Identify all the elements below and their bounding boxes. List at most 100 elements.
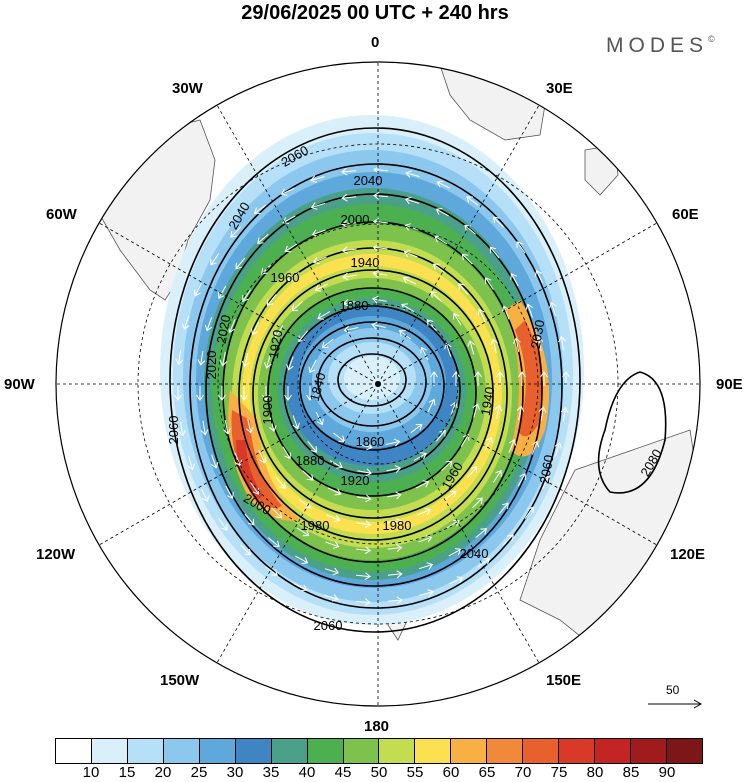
wind-vector [264, 354, 272, 369]
wind-vector [329, 460, 343, 469]
modes-logo: MODES© [606, 34, 715, 57]
wind-vector [458, 283, 469, 295]
wind-vector [282, 446, 291, 460]
wind-vector [341, 246, 357, 255]
wind-vector [493, 216, 504, 228]
wind-vector [432, 263, 445, 273]
wind-vector [484, 436, 493, 451]
colorbar-tick-label: 65 [478, 764, 496, 781]
wind-vector [535, 336, 544, 352]
lon-label-30w: 30W [172, 80, 203, 97]
wind-vector [274, 325, 284, 339]
colorbar-swatch [523, 739, 560, 763]
wind-vector [426, 319, 437, 332]
wind-reference-arrow [648, 699, 703, 709]
wind-vector [516, 405, 525, 421]
wind-speed-shading [160, 115, 584, 625]
wind-vector [475, 528, 488, 538]
wind-vector [193, 282, 202, 297]
wind-vector [258, 449, 267, 464]
wind-vector [342, 299, 358, 307]
lon-label-60w: 60W [46, 206, 77, 223]
wind-vector [241, 352, 250, 368]
wind-vector [427, 398, 436, 413]
wind-vector [355, 598, 371, 607]
contour-label: 1920 [341, 473, 370, 488]
colorbar-tick-label: 75 [550, 764, 568, 781]
colorbar-labels: 10 15 20 25 30 35 40 45 50 55 60 65 70 75 80 85 90 [0, 764, 750, 782]
colorbar-tick-label: 40 [298, 764, 316, 781]
contour-label: 2000 [341, 212, 370, 227]
wind-vector [410, 423, 423, 434]
wind-vector [174, 386, 182, 401]
wind-vector [204, 317, 213, 332]
wind-vector [387, 544, 403, 552]
wind-vector [477, 308, 486, 323]
wind-vector [538, 406, 547, 421]
colorbar-tick-label: 15 [118, 764, 136, 781]
wind-vector [446, 519, 460, 529]
wind-vector [489, 246, 500, 259]
wind-vector [286, 356, 294, 371]
contour-label: 1940 [351, 255, 380, 270]
wind-vector [554, 441, 562, 457]
colorbar-tick-label: 70 [514, 764, 532, 781]
wind-vector [291, 301, 303, 312]
wind-vector [267, 537, 280, 548]
colorbar-swatch [127, 739, 164, 763]
wind-vector [218, 518, 228, 531]
colorbar-swatch [487, 739, 524, 763]
wind-vector [210, 253, 220, 266]
wind-vector [240, 386, 248, 401]
wind-vector [435, 208, 449, 217]
wind-vector [187, 455, 195, 471]
wind-vector [310, 175, 325, 183]
contour-label: 1880 [340, 298, 369, 313]
wind-vector [227, 319, 236, 334]
wind-vector [175, 350, 184, 366]
wind-vector [262, 386, 270, 401]
wind-vector [292, 415, 300, 430]
wind-vector [200, 420, 209, 436]
wind-vector [387, 596, 403, 605]
wind-vector [464, 224, 477, 235]
map-boundary [55, 61, 701, 707]
wind-vector [371, 295, 387, 304]
contour-label: 1920 [266, 329, 286, 360]
wind-vector [357, 468, 373, 477]
lon-label-150e: 150E [546, 672, 582, 689]
wind-vector [302, 470, 314, 481]
wind-speed-colorbar [55, 738, 703, 764]
colorbar-swatch [56, 739, 92, 763]
wind-reference-label: 50 [666, 683, 680, 697]
wind-vector [398, 329, 412, 340]
wind-vector [472, 403, 480, 418]
wind-vectors [174, 165, 570, 607]
wind-vector [317, 311, 331, 320]
wind-vector [284, 243, 298, 253]
colorbar-swatch [379, 739, 416, 763]
wind-vector [325, 541, 340, 549]
colorbar-tick-label: 20 [154, 764, 172, 781]
lon-label-30e: 30E [546, 80, 573, 97]
contour-label: 2060 [537, 454, 557, 485]
wind-vector [284, 386, 292, 401]
wind-vector [372, 269, 388, 278]
colorbar-tick-label: 50 [370, 764, 388, 781]
wind-vector [230, 226, 241, 238]
wind-vector [448, 548, 462, 557]
wind-vector [314, 283, 329, 292]
wind-vector [453, 312, 462, 326]
colorbar-swatch [199, 739, 236, 763]
wind-vector [516, 241, 526, 254]
wind-vector [253, 204, 267, 214]
wind-vector [321, 338, 334, 349]
wind-vector [517, 473, 527, 487]
wind-vector [356, 546, 372, 555]
colorbar-tick-label: 35 [262, 764, 280, 781]
wind-vector [211, 454, 219, 469]
wind-vector [418, 562, 434, 570]
colorbar-swatch [595, 739, 631, 763]
wind-vector [242, 289, 252, 303]
wind-vector [341, 193, 357, 202]
